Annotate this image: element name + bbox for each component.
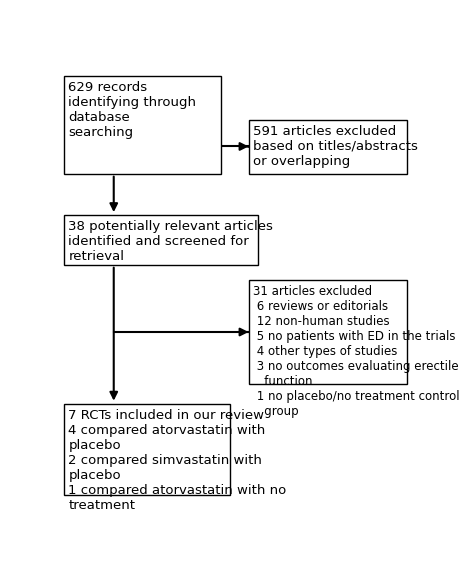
Text: 629 records
identifying through
database
searching: 629 records identifying through database… — [68, 82, 196, 140]
Text: 7 RCTs included in our review
4 compared atorvastatin with
placebo
2 compared si: 7 RCTs included in our review 4 compared… — [68, 409, 286, 512]
FancyBboxPatch shape — [64, 404, 229, 494]
Text: 31 articles excluded
 6 reviews or editorials
 12 non-human studies
 5 no patien: 31 articles excluded 6 reviews or editor… — [252, 285, 458, 418]
FancyBboxPatch shape — [248, 280, 406, 384]
FancyBboxPatch shape — [64, 76, 220, 174]
Text: 591 articles excluded
based on titles/abstracts
or overlapping: 591 articles excluded based on titles/ab… — [252, 125, 417, 168]
FancyBboxPatch shape — [64, 215, 258, 265]
Text: 38 potentially relevant articles
identified and screened for
retrieval: 38 potentially relevant articles identif… — [68, 220, 273, 263]
FancyBboxPatch shape — [248, 119, 406, 174]
